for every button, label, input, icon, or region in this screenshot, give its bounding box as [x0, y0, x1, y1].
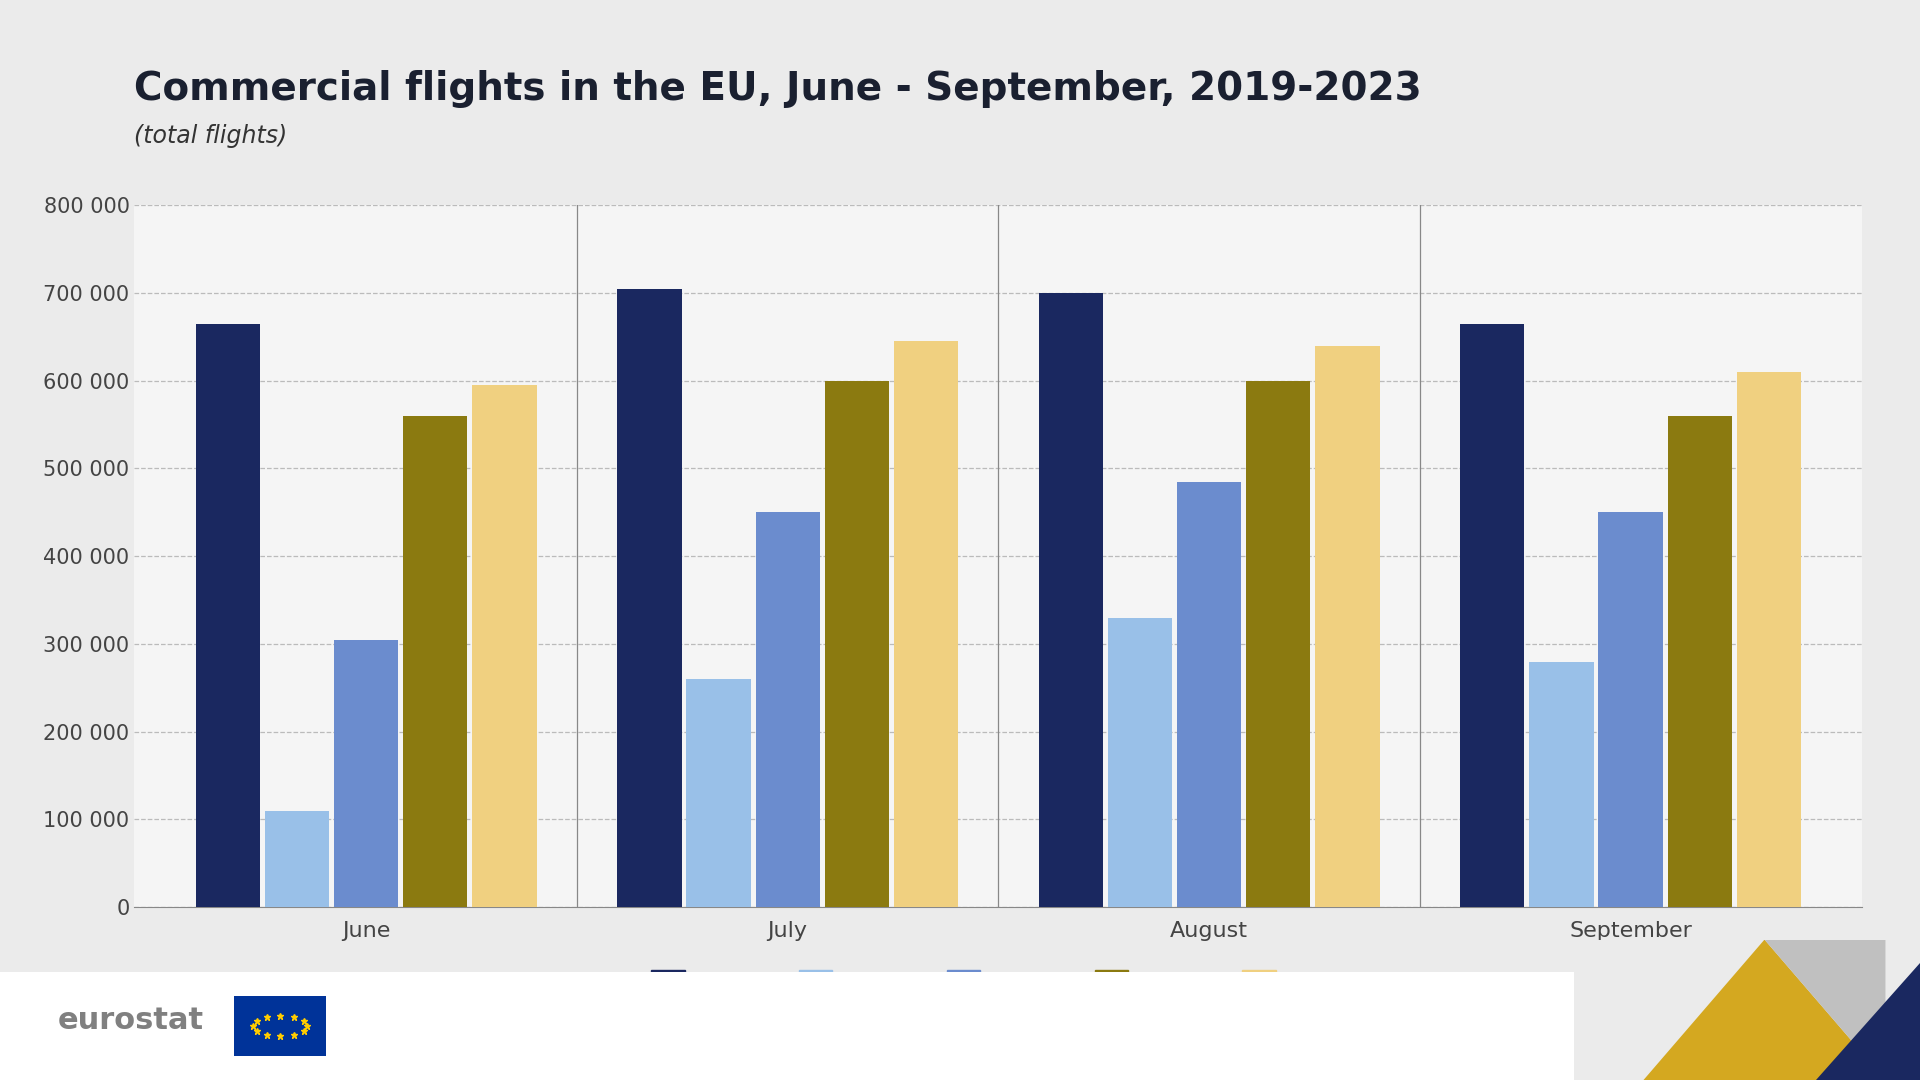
- Text: eurostat: eurostat: [58, 1007, 204, 1035]
- Polygon shape: [1764, 940, 1885, 1080]
- Bar: [1738, 372, 1801, 907]
- FancyBboxPatch shape: [234, 996, 326, 1056]
- Bar: [1668, 416, 1732, 907]
- Text: Commercial flights in the EU, June - September, 2019-2023: Commercial flights in the EU, June - Sep…: [134, 70, 1423, 108]
- Bar: [403, 416, 467, 907]
- Polygon shape: [1644, 940, 1885, 1080]
- Bar: [1315, 346, 1379, 907]
- Bar: [1530, 661, 1594, 907]
- Text: (total flights): (total flights): [134, 124, 288, 148]
- Bar: [1246, 381, 1309, 907]
- Bar: [687, 679, 751, 907]
- Bar: [618, 288, 682, 907]
- Bar: [1599, 512, 1663, 907]
- Bar: [472, 386, 536, 907]
- Polygon shape: [1816, 963, 1920, 1080]
- Bar: [196, 324, 259, 907]
- Bar: [1461, 324, 1524, 907]
- Legend: 2019, 2020, 2021, 2022, 2023: 2019, 2020, 2021, 2022, 2023: [643, 961, 1354, 1004]
- Bar: [826, 381, 889, 907]
- Bar: [1108, 618, 1171, 907]
- Bar: [265, 811, 328, 907]
- Bar: [1039, 293, 1102, 907]
- Bar: [1177, 482, 1240, 907]
- Bar: [334, 639, 397, 907]
- Bar: [756, 512, 820, 907]
- Bar: [895, 341, 958, 907]
